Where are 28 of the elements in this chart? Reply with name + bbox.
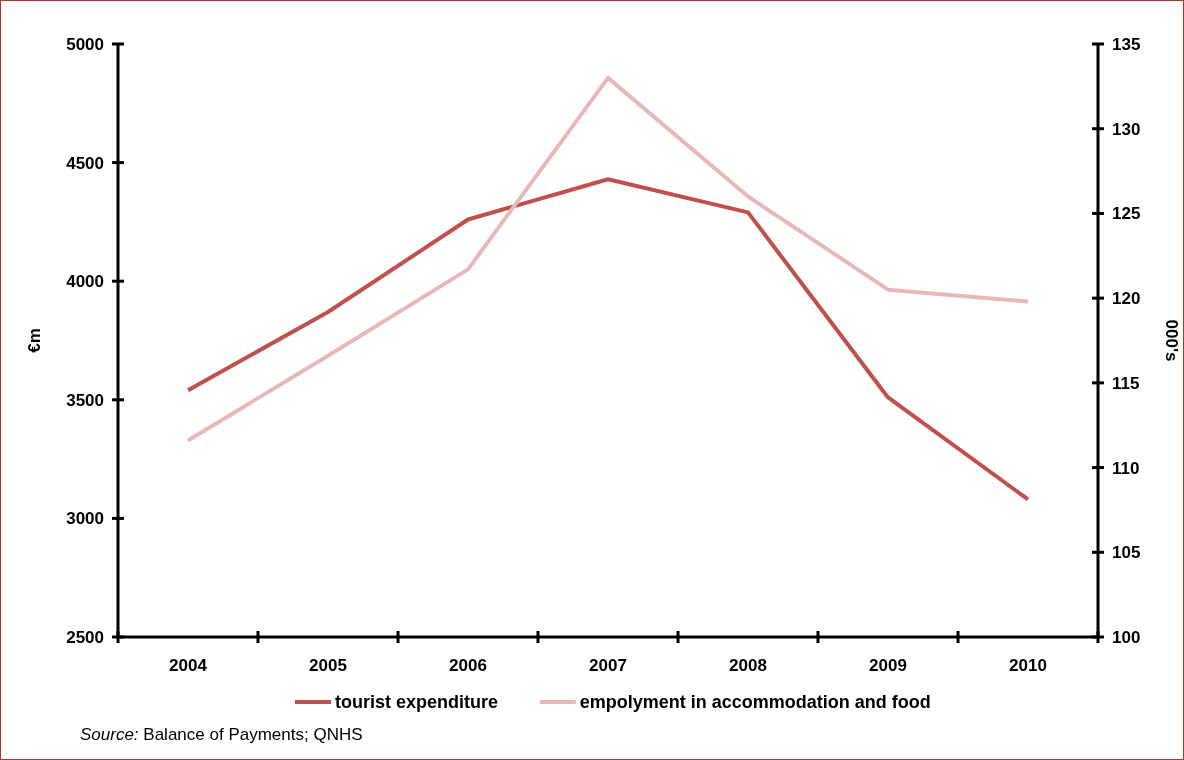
y2-tick-label: 130 — [1112, 119, 1141, 139]
y-tick-label: 3000 — [66, 509, 104, 529]
legend-label: empolyment in accommodation and food — [579, 692, 931, 713]
x-tick-label: 2008 — [729, 656, 767, 675]
legend-label: tourist expenditure — [335, 692, 499, 713]
x-tick-label: 2006 — [449, 656, 487, 675]
y2-tick-label: 125 — [1112, 204, 1141, 224]
y-tick-label: 5000 — [66, 34, 104, 54]
y2-tick-label: 100 — [1112, 627, 1141, 647]
x-tick-label: 2005 — [309, 656, 347, 675]
x-tick-label: 2009 — [869, 656, 907, 675]
y2-tick-label: 135 — [1112, 34, 1141, 54]
y2-tick-label: 120 — [1112, 289, 1141, 309]
y2-axis-title: 000's — [1162, 319, 1181, 362]
y2-tick-label: 105 — [1112, 543, 1141, 563]
y-tick-label: 2500 — [66, 627, 104, 647]
x-tick-label: 2004 — [169, 656, 208, 675]
y2-tick-label: 115 — [1112, 373, 1140, 393]
x-tick-label: 2007 — [589, 656, 627, 675]
y2-tick-label: 110 — [1112, 458, 1140, 478]
line-series — [186, 177, 1030, 502]
y-axis-title: €m — [25, 328, 44, 353]
source-note: Source: Balance of Payments; QNHS — [80, 725, 363, 744]
line-series — [186, 75, 1030, 443]
x-tick-label: 2010 — [1009, 656, 1047, 675]
y-tick-label: 3500 — [66, 390, 104, 410]
y-tick-label: 4500 — [66, 153, 104, 173]
y-tick-label: 4000 — [66, 272, 104, 292]
